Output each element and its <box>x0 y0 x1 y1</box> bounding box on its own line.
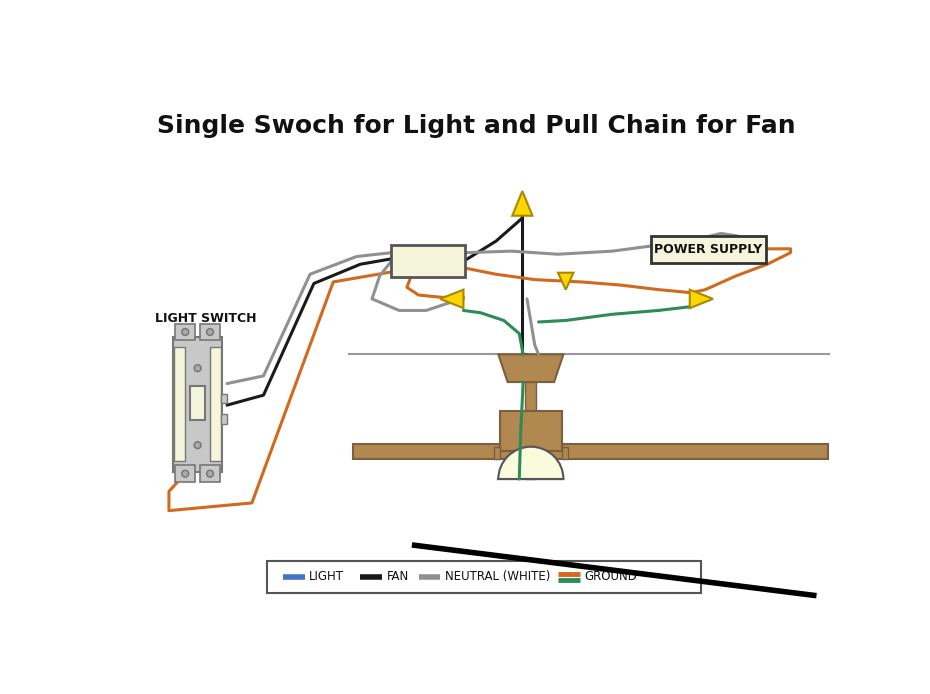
Circle shape <box>195 443 200 447</box>
Bar <box>392 245 465 278</box>
Bar <box>541 443 829 459</box>
Circle shape <box>194 441 201 448</box>
Text: LIGHT SWITCH: LIGHT SWITCH <box>155 312 257 325</box>
Bar <box>210 348 221 462</box>
Bar <box>522 451 540 462</box>
Text: POWER SUPPLY: POWER SUPPLY <box>654 243 763 256</box>
Circle shape <box>194 365 201 372</box>
Bar <box>200 465 220 482</box>
Bar <box>175 323 195 341</box>
Polygon shape <box>440 289 463 308</box>
Bar <box>175 348 185 462</box>
Circle shape <box>181 328 189 335</box>
Text: Single Swoch for Light and Pull Chain for Fan: Single Swoch for Light and Pull Chain fo… <box>157 114 796 137</box>
Circle shape <box>195 366 200 370</box>
Circle shape <box>183 330 187 334</box>
Circle shape <box>183 472 187 475</box>
Bar <box>221 414 227 423</box>
Circle shape <box>206 328 214 335</box>
Polygon shape <box>558 273 574 289</box>
Polygon shape <box>690 289 713 308</box>
Bar <box>525 382 537 412</box>
Circle shape <box>181 471 189 477</box>
Polygon shape <box>512 191 532 216</box>
Polygon shape <box>498 355 564 382</box>
Bar <box>175 465 195 482</box>
Bar <box>190 386 206 420</box>
Text: LIGHT: LIGHT <box>309 570 344 584</box>
Circle shape <box>208 472 212 475</box>
Bar <box>173 337 222 472</box>
Bar <box>500 412 562 451</box>
Bar <box>525 462 537 479</box>
Text: GROUND: GROUND <box>584 570 637 584</box>
Bar <box>562 447 568 459</box>
Bar <box>268 561 701 593</box>
Bar <box>352 443 522 459</box>
Circle shape <box>208 330 212 334</box>
Bar <box>651 236 765 264</box>
Wedge shape <box>498 447 564 479</box>
Text: FAN: FAN <box>387 570 409 584</box>
Circle shape <box>206 471 214 477</box>
Bar <box>200 323 220 341</box>
Bar <box>221 393 227 403</box>
Text: NEUTRAL (WHITE): NEUTRAL (WHITE) <box>445 570 551 584</box>
Bar <box>494 447 500 459</box>
